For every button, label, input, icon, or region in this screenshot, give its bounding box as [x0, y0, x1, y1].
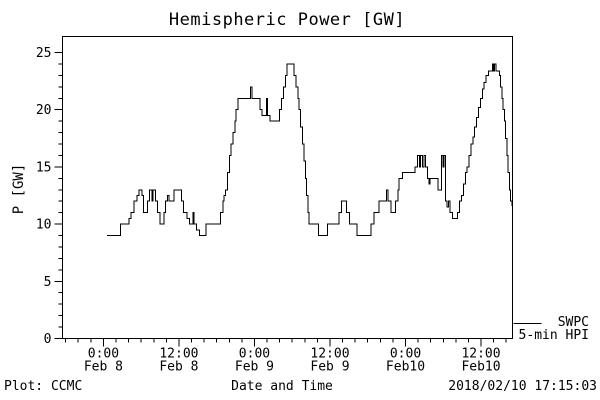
y-tick-label: 5 — [44, 275, 52, 290]
chart-title: Hemispheric Power [GW] — [168, 10, 406, 30]
x-tick-date-label: Feb 9 — [235, 360, 274, 375]
y-tick-label: 10 — [36, 218, 52, 233]
x-tick-time-label: 12:00 — [310, 347, 349, 362]
x-tick-time-label: 12:00 — [461, 347, 500, 362]
hpi-step-line — [107, 63, 513, 236]
x-tick-date-label: Feb10 — [386, 360, 425, 375]
x-tick-date-label: Feb 8 — [159, 360, 198, 375]
x-axis-title: Date and Time — [231, 379, 333, 394]
y-tick-label: 15 — [36, 160, 52, 175]
x-tick-date-label: Feb 8 — [84, 360, 123, 375]
x-tick-time-label: 0:00 — [390, 347, 421, 362]
legend-series-sub: 5-min HPI — [518, 328, 589, 343]
x-tick-time-label: 0:00 — [239, 347, 270, 362]
x-tick-time-label: 12:00 — [159, 347, 198, 362]
x-tick-date-label: Feb10 — [461, 360, 500, 375]
y-tick-label: 25 — [36, 46, 52, 61]
footer-timestamp: 2018/02/10 17:15:03 — [448, 379, 597, 394]
footer-plot-source: Plot: CCMC — [4, 379, 83, 394]
legend-series-name: SWPC — [557, 315, 589, 330]
plot-border — [62, 36, 513, 339]
y-tick-label: 20 — [36, 103, 52, 118]
y-tick-label: 0 — [44, 332, 52, 347]
x-tick-time-label: 0:00 — [88, 347, 119, 362]
x-tick-date-label: Feb 9 — [310, 360, 349, 375]
